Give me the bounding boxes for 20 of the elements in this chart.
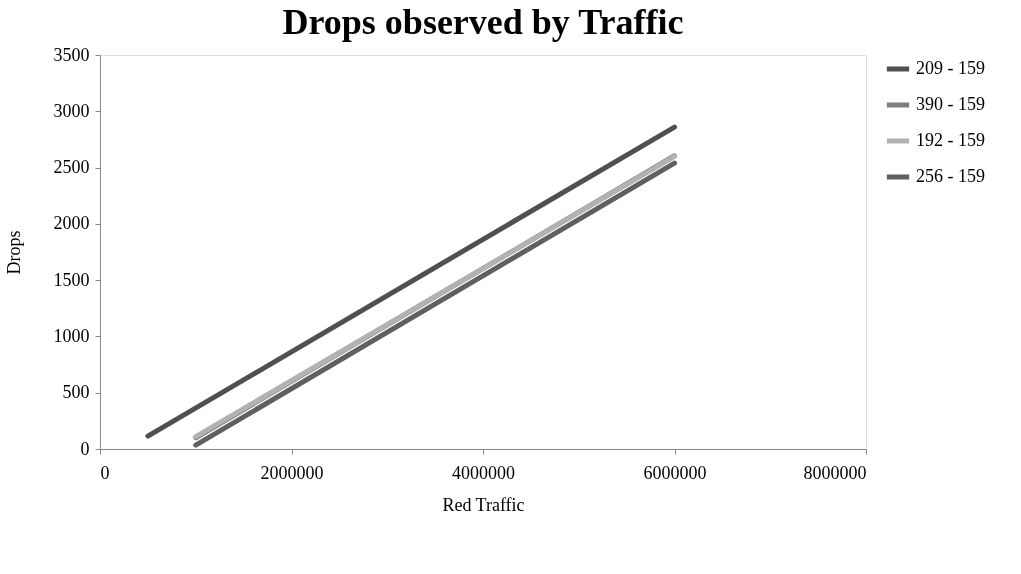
y-tick-label: 1000 (53, 325, 90, 346)
legend-label: 192 - 159 (916, 130, 985, 150)
y-tick-label: 0 (80, 438, 90, 459)
y-tick-label: 1500 (53, 269, 90, 290)
legend-label: 256 - 159 (916, 166, 985, 186)
x-axis-title: Red Traffic (442, 494, 525, 515)
y-tick-label: 2500 (53, 157, 90, 178)
y-tick-label: 3500 (53, 44, 90, 65)
chart-title: Drops observed by Traffic (282, 2, 684, 42)
x-tick-label: 4000000 (452, 462, 515, 483)
x-tick-label: 2000000 (260, 462, 324, 483)
x-tick-label: 0 (100, 462, 110, 483)
x-tick-label: 6000000 (643, 462, 707, 483)
y-axis-title: Drops (3, 230, 24, 275)
x-tick-label: 8000000 (803, 462, 867, 483)
y-tick-label: 2000 (53, 213, 90, 234)
y-tick-label: 3000 (53, 100, 90, 121)
y-tick-label: 500 (62, 382, 90, 403)
legend-label: 209 - 159 (916, 58, 985, 78)
legend-label: 390 - 159 (916, 94, 985, 114)
